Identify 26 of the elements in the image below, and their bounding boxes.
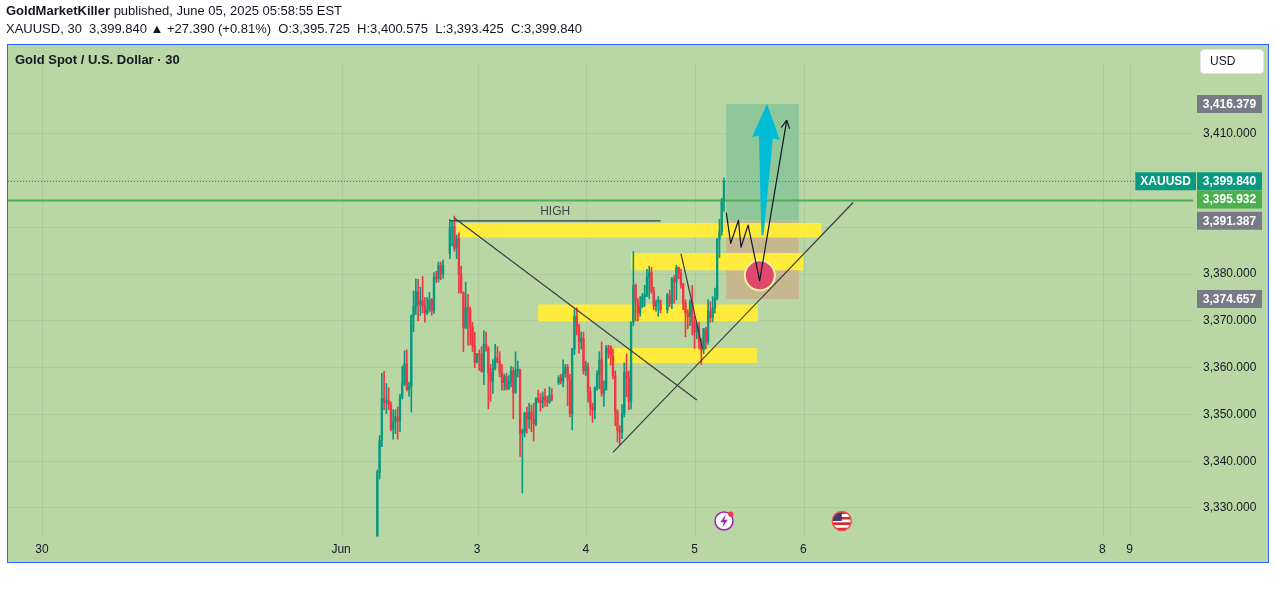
y-tick-label: 3,391.387 <box>1202 213 1257 228</box>
y-tick-label: 3,360.000 <box>1203 359 1257 374</box>
ref-line-label: XAUUSD <box>1140 174 1192 189</box>
x-tick-label: 4 <box>582 541 590 556</box>
y-tick-label: 3,416.379 <box>1202 96 1257 111</box>
y-tick-label: 3,374.657 <box>1202 291 1257 306</box>
y-axis-title: USD <box>1200 49 1264 74</box>
y-tick-label: 3,330.000 <box>1203 500 1257 515</box>
series-label: HIGH <box>540 204 571 219</box>
y-tick-label: 3,395.932 <box>1202 192 1257 207</box>
x-tick-label: 30 <box>35 541 49 556</box>
y-tick-label: 3,350.000 <box>1203 406 1257 421</box>
y-tick-label: 3,370.000 <box>1203 313 1257 328</box>
y-tick-label: 3,410.000 <box>1203 126 1257 141</box>
x-tick-label: Jun <box>331 541 351 556</box>
x-tick-label: 8 <box>1099 541 1107 556</box>
x-tick-label: 9 <box>1126 541 1134 556</box>
y-tick-label: 3,399.840 <box>1202 174 1257 189</box>
chart-title: Gold Spot / U.S. Dollar · 30 <box>15 52 180 68</box>
y-tick-label: 3,380.000 <box>1203 266 1257 281</box>
text: GoldMarketKiller published, June 05, 2025 05:58:55 EST <box>6 3 343 19</box>
x-tick-label: 3 <box>473 541 481 556</box>
y-tick-label: 3,340.000 <box>1203 453 1257 468</box>
x-tick-label: 5 <box>691 541 699 556</box>
chart-subtitle: XAUUSD, 30 3,399.840 ▲ +27.390 (+0.81%) O:3,395.725 H:3,400.575 L:3,393.425 C:3,399.840 <box>6 21 582 37</box>
x-tick-label: 6 <box>799 541 807 556</box>
